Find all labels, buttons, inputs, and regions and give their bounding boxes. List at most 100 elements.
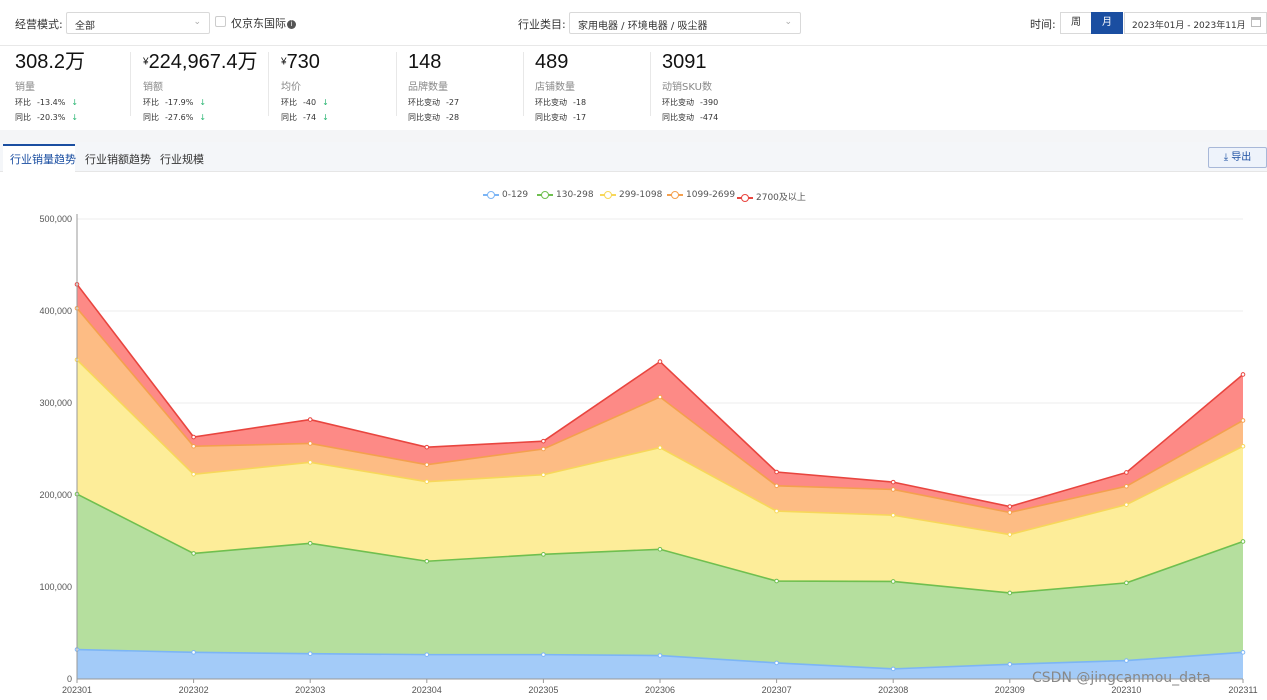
time-label: 时间: — [1030, 18, 1056, 31]
section-gap — [0, 130, 1267, 142]
data-point — [307, 460, 313, 465]
data-point — [657, 445, 663, 450]
tab-sales-volume-trend[interactable]: 行业销量趋势 — [10, 153, 76, 166]
metric-divider — [650, 52, 651, 116]
x-tick-label: 202304 — [412, 685, 442, 695]
legend-label: 299-1098 — [619, 190, 663, 200]
data-point — [307, 441, 313, 446]
data-point — [1240, 650, 1246, 655]
yoy-value: -474 — [700, 112, 719, 122]
metric-yoy-row: 同比 -27.6% ↓ — [143, 112, 258, 123]
metric-yoy-row: 同比变动 -28 — [408, 112, 471, 123]
yoy-value: -74 — [303, 112, 317, 122]
data-point — [774, 660, 779, 666]
chevron-down-icon: ⌄ — [784, 17, 792, 27]
export-button[interactable]: ⤓ 导出 — [1208, 147, 1267, 168]
jd-intl-text: 仅京东国际 — [231, 17, 286, 30]
yoy-label: 同比变动 — [408, 112, 440, 122]
info-icon[interactable]: i — [287, 19, 296, 29]
legend-marker-icon — [600, 190, 616, 199]
metric-yoy-row: 同比 -74 ↓ — [281, 112, 335, 123]
legend-marker-icon — [537, 190, 553, 199]
data-point — [657, 653, 663, 658]
legend-item[interactable]: 299-1098 — [600, 190, 662, 200]
metric-divider — [130, 52, 131, 116]
area-0-129 — [77, 649, 1243, 679]
yoy-label: 同比变动 — [535, 112, 567, 122]
metric-sales-volume: 308.2万 销量 环比 -13.4% ↓ 同比 -20.3% ↓ — [15, 50, 85, 122]
data-point — [1240, 443, 1246, 449]
legend-item[interactable]: 0-129 — [483, 190, 528, 200]
x-tick-label: 202310 — [1111, 685, 1141, 695]
data-point — [1124, 470, 1129, 475]
data-point — [1240, 372, 1246, 377]
metric-number: 148 — [408, 51, 442, 73]
yoy-value: -20.3% — [37, 112, 66, 122]
metric-name: 品牌数量 — [408, 81, 448, 93]
yoy-label: 同比 — [281, 112, 297, 122]
metric-number: 224,967.4万 — [148, 51, 258, 73]
data-point — [1007, 532, 1013, 537]
metric-name: 销量 — [15, 81, 35, 93]
currency-prefix: ¥ — [281, 56, 287, 68]
data-point — [191, 472, 196, 477]
data-point — [1007, 504, 1013, 509]
jd-intl-checkbox[interactable] — [215, 16, 226, 27]
data-point — [890, 666, 896, 672]
y-tick-label: 400,000 — [39, 306, 72, 316]
metric-number: 489 — [535, 51, 569, 73]
month-toggle[interactable]: 月 — [1091, 12, 1123, 34]
legend-item[interactable]: 130-298 — [537, 190, 594, 200]
data-point — [307, 417, 313, 422]
metric-divider — [396, 52, 397, 116]
arrow-down-icon: ↓ — [199, 112, 207, 122]
legend-marker-icon — [667, 190, 683, 199]
export-label: 导出 — [1231, 152, 1252, 163]
metric-number: 308.2万 — [15, 51, 86, 73]
y-tick-label: 200,000 — [39, 490, 72, 500]
metric-name: 均价 — [281, 81, 301, 93]
x-tick-label: 202303 — [295, 685, 325, 695]
legend-item[interactable]: 1099-2699 — [667, 190, 735, 200]
data-point — [774, 469, 779, 475]
watermark-text: CSDN @jingcanmou_data — [1032, 670, 1211, 686]
data-point — [657, 546, 663, 552]
mom-label: 环比变动 — [535, 97, 567, 107]
legend-marker-icon — [737, 193, 753, 202]
metric-mom-row: 环比变动 -390 — [662, 97, 730, 108]
metric-value: 308.2万 — [15, 50, 85, 75]
metric-name: 店铺数量 — [535, 81, 575, 93]
metric-number: 730 — [286, 51, 320, 73]
legend-label: 1099-2699 — [686, 190, 736, 200]
mom-value: -17.9% — [165, 97, 194, 107]
mom-label: 环比 — [15, 97, 31, 107]
data-point — [1007, 661, 1013, 667]
y-tick-label: 300,000 — [39, 398, 72, 408]
x-tick-label: 202307 — [762, 685, 792, 695]
data-point — [541, 438, 546, 444]
data-point — [1240, 539, 1246, 544]
metric-brand-count: 148 品牌数量 环比变动 -27 同比变动 -28 — [408, 50, 471, 123]
data-point — [890, 487, 896, 492]
metric-store-count: 489 店铺数量 环比变动 -18 同比变动 -17 — [535, 50, 598, 122]
arrow-down-icon: ↓ — [322, 112, 329, 122]
tab-industry-scale[interactable]: 行业规模 — [160, 153, 204, 166]
data-point — [424, 558, 430, 564]
mom-value: -13.4% — [37, 97, 66, 107]
area-299-1098 — [77, 359, 1243, 593]
mom-value: -390 — [700, 97, 719, 107]
week-toggle[interactable]: 周 — [1060, 12, 1092, 34]
metric-mom-row: 环比 -13.4% ↓ — [15, 97, 85, 108]
x-tick-label: 202305 — [528, 685, 558, 695]
tab-sales-amount-trend[interactable]: 行业销额趋势 — [85, 153, 151, 166]
data-point — [890, 579, 896, 584]
date-range-picker[interactable]: 2023年01月 - 2023年11月 — [1124, 12, 1267, 34]
mode-select[interactable]: 全部 ⌄ — [66, 12, 210, 34]
category-select[interactable]: 家用电器 / 环境电器 / 吸尘器 ⌄ — [569, 12, 801, 34]
chart-tabs — [0, 142, 1267, 172]
data-point — [191, 551, 196, 556]
data-point — [424, 444, 430, 450]
yoy-value: -28 — [446, 112, 460, 122]
legend-item[interactable]: 2700及以上 — [737, 190, 806, 203]
metric-sku-count: 3091 动销SKU数 环比变动 -390 同比变动 -474 — [662, 50, 730, 122]
